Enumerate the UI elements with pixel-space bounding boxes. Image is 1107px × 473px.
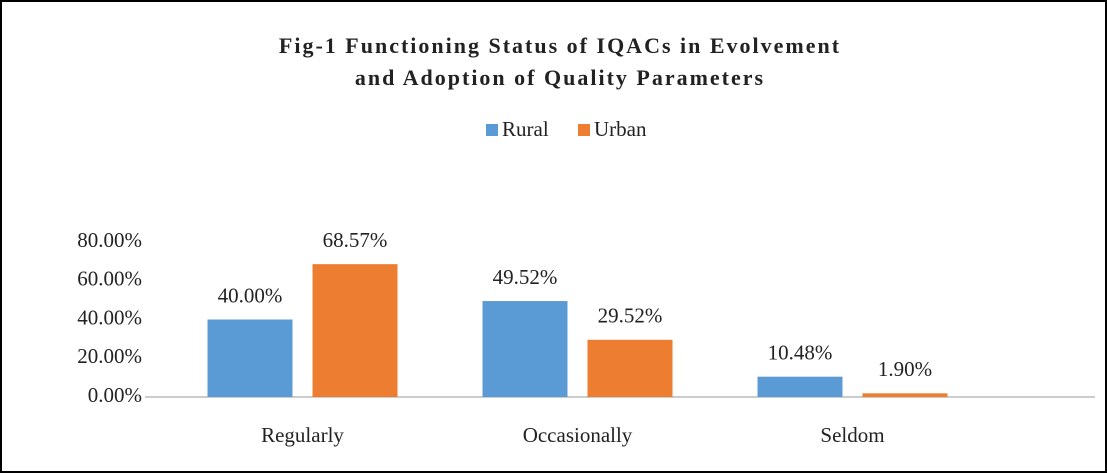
bar bbox=[312, 264, 398, 397]
bar bbox=[587, 339, 673, 397]
x-tick-label: Seldom bbox=[820, 423, 884, 447]
data-label: 68.57% bbox=[323, 228, 388, 252]
data-label: 1.90% bbox=[878, 357, 932, 381]
x-tick-label: Regularly bbox=[261, 423, 344, 447]
data-label: 40.00% bbox=[218, 283, 283, 307]
legend-label: Rural bbox=[502, 117, 549, 141]
y-tick-label: 60.00% bbox=[77, 267, 142, 291]
bar bbox=[482, 301, 568, 397]
x-tick-label: Occasionally bbox=[523, 423, 633, 447]
data-label: 29.52% bbox=[598, 304, 663, 328]
y-tick-label: 40.00% bbox=[77, 305, 142, 329]
bar bbox=[862, 393, 948, 397]
data-label: 49.52% bbox=[493, 265, 558, 289]
data-label: 10.48% bbox=[768, 341, 833, 365]
chart-title: and Adoption of Quality Parameters bbox=[355, 65, 765, 90]
y-tick-label: 80.00% bbox=[77, 228, 142, 252]
chart-title: Fig-1 Functioning Status of IQACs in Evo… bbox=[279, 33, 841, 58]
bar bbox=[757, 376, 843, 397]
bar bbox=[207, 319, 293, 397]
y-tick-label: 20.00% bbox=[77, 344, 142, 368]
y-tick-label: 0.00% bbox=[88, 383, 142, 407]
legend-swatch bbox=[578, 124, 590, 136]
legend-label: Urban bbox=[594, 117, 647, 141]
legend-swatch bbox=[486, 124, 498, 136]
